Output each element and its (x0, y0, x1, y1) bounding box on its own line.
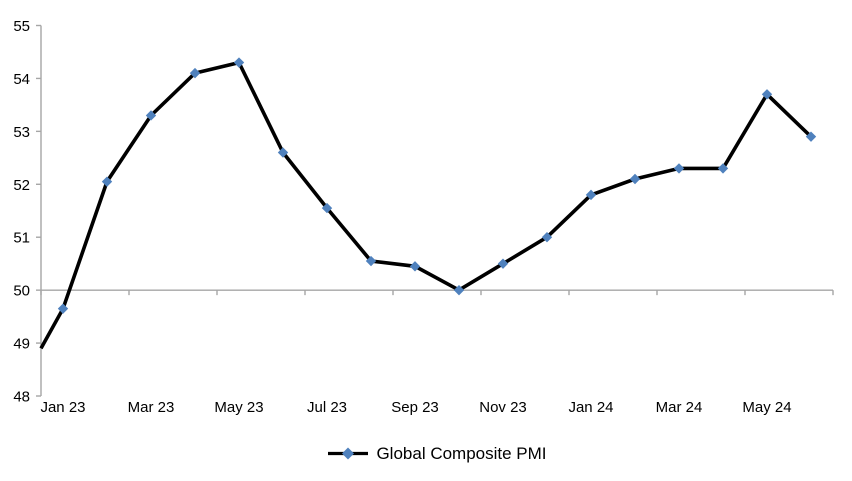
legend-series-label: Global Composite PMI (376, 443, 547, 463)
y-tick-label: 51 (13, 230, 30, 247)
x-tick-label: Jan 24 (568, 399, 613, 416)
y-tick-label: 55 (13, 18, 30, 35)
x-tick-label: May 23 (214, 399, 263, 416)
x-tick-label: Jul 23 (307, 399, 347, 416)
x-tick-label: May 24 (742, 399, 791, 416)
data-point-marker (497, 258, 509, 269)
series-line (39, 60, 813, 350)
x-tick-label: Mar 23 (128, 399, 175, 416)
legend-line-diamond-icon (328, 447, 369, 459)
legend-diamond-marker (342, 447, 355, 459)
data-point-marker (629, 173, 641, 185)
x-tick-label: Sep 23 (391, 399, 439, 416)
data-point-marker (101, 176, 113, 187)
data-point-marker (805, 131, 817, 142)
data-point-marker (321, 202, 333, 214)
data-point-marker (761, 89, 773, 100)
x-tick-label: Nov 23 (479, 399, 527, 416)
data-point-marker (189, 67, 201, 79)
chart-legend: Global Composite PMI (41, 441, 833, 465)
y-tick-label: 53 (13, 124, 30, 141)
data-point-marker (145, 110, 157, 121)
y-tick-label: 50 (13, 283, 30, 300)
y-tick-label: 52 (13, 177, 30, 194)
x-tick-label: Mar 24 (656, 399, 703, 416)
data-point-marker (365, 255, 377, 267)
x-tick-label: Jan 23 (40, 399, 85, 416)
data-point-marker (717, 163, 729, 174)
data-point-marker (541, 232, 553, 243)
data-point-marker (277, 147, 289, 158)
data-point-marker (585, 189, 597, 201)
y-tick-label: 49 (13, 336, 30, 353)
data-point-marker (233, 57, 245, 68)
data-point-marker (453, 284, 465, 296)
data-point-marker (673, 163, 685, 174)
data-point-marker (57, 303, 69, 314)
y-tick-label: 54 (13, 71, 30, 88)
y-tick-label: 48 (13, 389, 30, 406)
data-point-marker (409, 261, 421, 272)
